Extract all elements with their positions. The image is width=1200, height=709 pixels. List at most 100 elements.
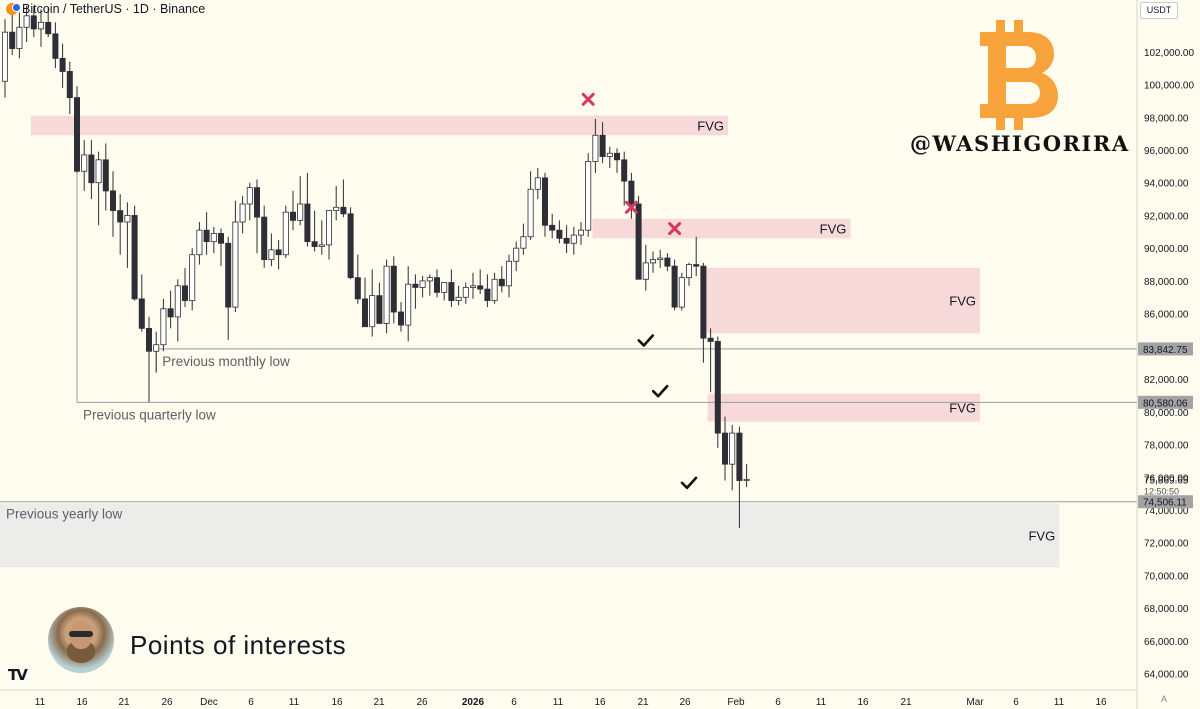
time-tick-label: 16	[1095, 697, 1107, 708]
candle-body	[614, 152, 621, 161]
candle-body	[347, 213, 354, 279]
candle-body	[131, 215, 138, 300]
time-axis[interactable]: 11 16 21 26 Dec 6 11 16 21 26 2026 6 11 16 21 26 Feb 6 11 1…	[0, 689, 1137, 708]
level-label: Previous monthly low	[162, 354, 290, 369]
candle-body	[693, 264, 700, 267]
bitcoin-coin-icon	[6, 3, 21, 15]
candle-body	[714, 341, 721, 434]
candle-body	[16, 26, 23, 49]
candle-body	[95, 159, 102, 184]
fvg-label: FVG	[697, 118, 724, 133]
price-tick-label: 68,000.00	[1144, 604, 1189, 615]
candle-body	[671, 265, 678, 308]
level-price-tag	[1138, 495, 1193, 509]
time-tick-label: Mar	[966, 697, 984, 708]
candle-body	[621, 159, 628, 182]
candle-body	[189, 254, 196, 301]
fvg-zone	[0, 503, 1060, 568]
candle-body	[599, 134, 606, 157]
price-tick-label: 100,000.00	[1144, 81, 1194, 92]
level-label: Previous quarterly low	[83, 407, 216, 422]
candle-body	[203, 229, 210, 243]
candle-body	[642, 262, 649, 280]
price-tick-label: 90,000.00	[1144, 244, 1189, 255]
cross-icon	[624, 200, 638, 214]
candle-body	[239, 203, 246, 223]
price-tick-label: 92,000.00	[1144, 211, 1189, 222]
candle-body	[102, 159, 109, 192]
time-tick-label: 11	[553, 697, 564, 708]
candle-body	[484, 288, 491, 301]
candle-body	[520, 236, 527, 249]
candle-body	[426, 277, 433, 282]
candle-body	[325, 210, 332, 246]
candle-body	[167, 308, 174, 318]
author-avatar	[48, 607, 114, 673]
price-axis[interactable]: 64,000.00 66,000.00 68,000.00 70,000.00 72,0…	[1136, 0, 1200, 709]
check-icon	[680, 476, 698, 490]
candle-body	[23, 15, 30, 28]
candle-body	[513, 247, 520, 262]
candle-body	[570, 234, 577, 244]
candle-body	[585, 161, 592, 231]
check-icon	[651, 384, 669, 398]
candle-body	[160, 308, 167, 346]
time-tick-label: 16	[76, 697, 88, 708]
candle-body	[628, 180, 635, 205]
candle-body	[592, 134, 599, 162]
currency-button[interactable]: USDT	[1140, 2, 1178, 19]
candle-body	[232, 221, 239, 308]
candle-body	[542, 177, 549, 226]
symbol-title: Bitcoin / TetherUS · 1D · Binance	[22, 2, 206, 16]
time-tick-label: 21	[373, 697, 385, 708]
time-tick-label: 6	[775, 697, 781, 708]
candle-body	[117, 210, 124, 223]
candle-body	[469, 285, 476, 288]
price-tick-label: 96,000.00	[1144, 146, 1189, 157]
price-tick-label: 72,000.00	[1144, 539, 1189, 550]
candle-body	[289, 211, 296, 221]
candle-body	[743, 478, 750, 481]
candle-body	[563, 237, 570, 244]
time-tick-label: Feb	[727, 697, 745, 708]
candle-body	[477, 285, 484, 290]
candle-body	[397, 311, 404, 326]
auto-scale-button[interactable]: A	[1161, 694, 1168, 704]
time-tick-label: 26	[679, 697, 691, 708]
candle-body	[246, 187, 253, 205]
candle-body	[498, 278, 505, 287]
candle-body	[196, 229, 203, 256]
time-tick-label: 26	[161, 697, 173, 708]
tradingview-logo-icon[interactable]: TV	[8, 666, 28, 684]
candle-body	[354, 277, 361, 300]
level-price-label: 83,842.75	[1143, 345, 1188, 356]
candle-body	[534, 177, 541, 190]
candle-body	[657, 257, 664, 261]
fvg-zone	[707, 393, 980, 422]
candle-body	[174, 285, 181, 318]
candle-body	[2, 31, 8, 82]
candle-body	[635, 203, 642, 280]
candle-body	[145, 327, 152, 352]
candle-body	[412, 283, 419, 288]
price-tick-label: 74,000.00	[1144, 506, 1189, 517]
candle-body	[433, 277, 440, 293]
candle-body	[549, 224, 556, 231]
level-lines: Previous monthly low Previous quarterly l…	[0, 172, 1137, 522]
symbol-header[interactable]: Bitcoin / TetherUS · 1D · Binance	[6, 2, 205, 16]
candle-body	[153, 344, 160, 352]
last-price-label: 75,869.65	[1144, 475, 1189, 486]
candle-body	[38, 21, 45, 30]
candle-body	[361, 298, 368, 328]
candle-body	[261, 216, 268, 261]
candle-body	[405, 283, 412, 326]
candle-body	[210, 233, 217, 243]
time-tick-label: 6	[511, 697, 517, 708]
fvg-label: FVG	[1028, 528, 1055, 543]
candle-body	[678, 277, 685, 308]
fvg-label: FVG	[949, 294, 976, 309]
price-tick-label: 102,000.00	[1144, 48, 1194, 59]
candle-body	[45, 21, 52, 35]
chart-caption: Points of interests	[130, 630, 347, 660]
